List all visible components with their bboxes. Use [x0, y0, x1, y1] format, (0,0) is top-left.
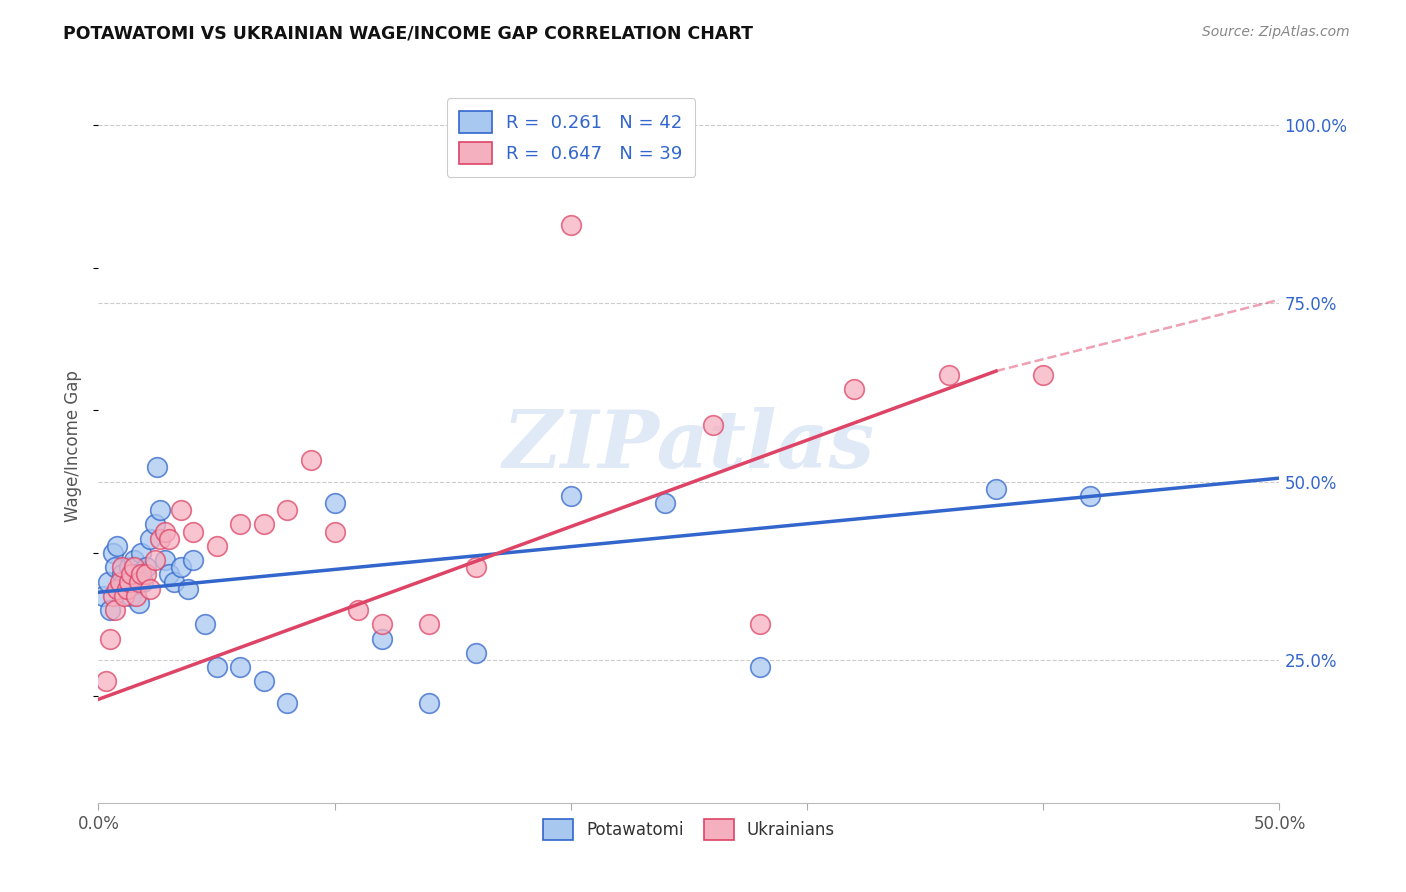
Point — [560, 218, 582, 232]
Point — [104, 603, 127, 617]
Point — [135, 560, 157, 574]
Point — [129, 546, 152, 560]
Point — [111, 560, 134, 574]
Point — [1032, 368, 1054, 382]
Point — [163, 574, 186, 589]
Legend: Potawatomi, Ukrainians: Potawatomi, Ukrainians — [534, 811, 844, 848]
Point — [112, 589, 135, 603]
Point — [94, 674, 117, 689]
Point — [276, 696, 298, 710]
Point — [129, 567, 152, 582]
Point — [170, 503, 193, 517]
Point — [105, 582, 128, 596]
Point — [253, 517, 276, 532]
Point — [153, 524, 176, 539]
Point — [371, 632, 394, 646]
Point — [844, 382, 866, 396]
Point — [121, 567, 143, 582]
Point — [702, 417, 724, 432]
Point — [139, 582, 162, 596]
Point — [276, 503, 298, 517]
Point — [938, 368, 960, 382]
Point — [125, 567, 148, 582]
Point — [143, 553, 166, 567]
Point — [984, 482, 1007, 496]
Point — [347, 603, 370, 617]
Point — [465, 560, 488, 574]
Point — [299, 453, 322, 467]
Point — [157, 532, 180, 546]
Point — [170, 560, 193, 574]
Point — [128, 574, 150, 589]
Point — [108, 582, 131, 596]
Point — [654, 496, 676, 510]
Text: ZIPatlas: ZIPatlas — [503, 408, 875, 484]
Point — [115, 582, 138, 596]
Point — [149, 532, 172, 546]
Point — [177, 582, 200, 596]
Point — [323, 524, 346, 539]
Point — [748, 660, 770, 674]
Point — [181, 553, 204, 567]
Point — [98, 632, 121, 646]
Point — [118, 574, 141, 589]
Point — [128, 596, 150, 610]
Point — [205, 660, 228, 674]
Point — [1080, 489, 1102, 503]
Point — [560, 489, 582, 503]
Point — [149, 503, 172, 517]
Point — [465, 646, 488, 660]
Point — [181, 524, 204, 539]
Point — [135, 567, 157, 582]
Point — [418, 617, 440, 632]
Point — [91, 589, 114, 603]
Point — [112, 574, 135, 589]
Point — [98, 603, 121, 617]
Point — [157, 567, 180, 582]
Point — [97, 574, 120, 589]
Point — [229, 517, 252, 532]
Point — [418, 696, 440, 710]
Point — [105, 539, 128, 553]
Point — [101, 589, 124, 603]
Point — [229, 660, 252, 674]
Point — [132, 574, 155, 589]
Point — [118, 560, 141, 574]
Point — [104, 560, 127, 574]
Point — [101, 546, 124, 560]
Text: Source: ZipAtlas.com: Source: ZipAtlas.com — [1202, 25, 1350, 39]
Point — [371, 617, 394, 632]
Point — [122, 560, 145, 574]
Point — [323, 496, 346, 510]
Point — [111, 567, 134, 582]
Point — [122, 553, 145, 567]
Point — [146, 460, 169, 475]
Point — [125, 589, 148, 603]
Point — [194, 617, 217, 632]
Point — [748, 617, 770, 632]
Point — [139, 532, 162, 546]
Point — [143, 517, 166, 532]
Text: POTAWATOMI VS UKRAINIAN WAGE/INCOME GAP CORRELATION CHART: POTAWATOMI VS UKRAINIAN WAGE/INCOME GAP … — [63, 25, 754, 43]
Point — [115, 582, 138, 596]
Point — [205, 539, 228, 553]
Point — [153, 553, 176, 567]
Point — [108, 574, 131, 589]
Y-axis label: Wage/Income Gap: Wage/Income Gap — [65, 370, 83, 522]
Point — [121, 589, 143, 603]
Point — [253, 674, 276, 689]
